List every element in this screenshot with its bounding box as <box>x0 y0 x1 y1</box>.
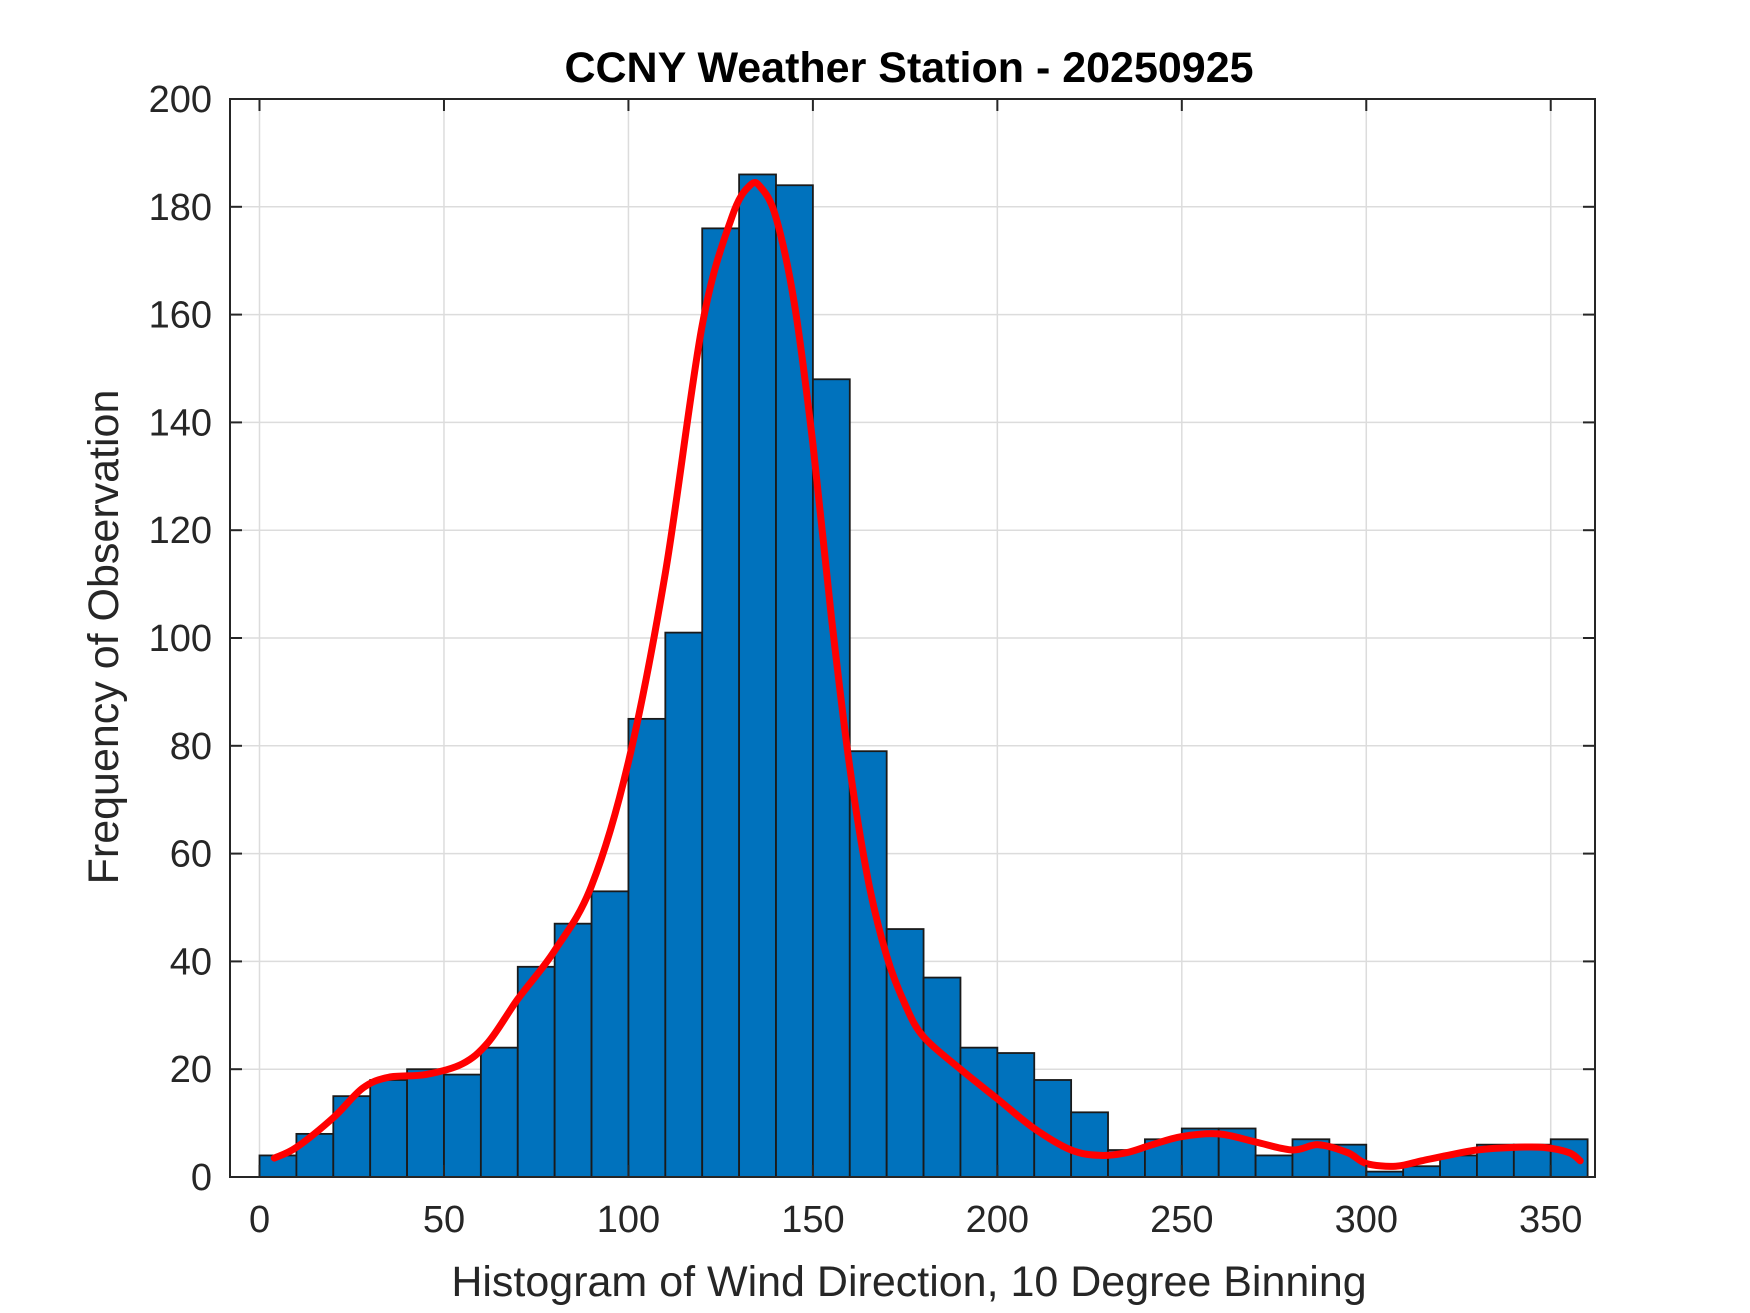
x-axis-label: Histogram of Wind Direction, 10 Degree B… <box>451 1258 1366 1306</box>
histogram-bar <box>553 922 593 1178</box>
y-axis-label: Frequency of Observation <box>80 390 128 885</box>
histogram-bar <box>1254 1154 1294 1178</box>
histogram-bar <box>701 227 741 1178</box>
y-tick-label: 20 <box>170 1049 212 1091</box>
x-tick-label: 150 <box>781 1199 844 1241</box>
x-tick-label: 200 <box>966 1199 1029 1241</box>
fit-curve <box>270 179 1584 1170</box>
histogram-bar <box>922 976 962 1178</box>
y-tick-label: 200 <box>149 79 212 121</box>
histogram-bar <box>1070 1111 1109 1178</box>
y-tick-labels: 0 20 40 60 80 100 120 140 160 180 200 <box>149 79 212 1199</box>
y-tick-label: 60 <box>170 834 212 876</box>
chart-title: CCNY Weather Station - 20250925 <box>564 44 1253 92</box>
x-tick-label: 350 <box>1519 1199 1582 1241</box>
histogram-bar <box>443 1073 482 1178</box>
histogram-bar <box>1402 1165 1441 1178</box>
x-tick-label: 300 <box>1335 1199 1398 1241</box>
y-tick-label: 140 <box>149 402 212 444</box>
y-tick-label: 120 <box>149 510 212 552</box>
histogram-bar <box>664 631 704 1178</box>
x-tick-label: 0 <box>249 1199 270 1241</box>
histogram-bar <box>369 1079 408 1178</box>
histogram-bar <box>479 1046 519 1178</box>
y-tick-label: 40 <box>170 941 212 983</box>
fit-curve-layer <box>270 179 1584 1170</box>
histogram-bar <box>959 1046 999 1178</box>
histogram-bar <box>590 890 630 1178</box>
x-tick-labels: 0 50 100 150 200 250 300 350 <box>249 1199 1582 1241</box>
histogram-bar <box>848 750 888 1178</box>
histogram-bar <box>516 965 556 1178</box>
y-tick-label: 100 <box>149 618 212 660</box>
tick-marks <box>230 98 1595 1178</box>
histogram-bar <box>406 1068 445 1178</box>
y-tick-label: 180 <box>149 187 212 229</box>
histogram-bar <box>627 717 667 1178</box>
y-tick-label: 0 <box>191 1157 212 1199</box>
y-tick-label: 160 <box>149 295 212 337</box>
grid <box>230 98 1595 1178</box>
y-tick-label: 80 <box>170 726 212 768</box>
histogram-bar <box>738 173 777 1178</box>
histogram-bars <box>258 173 1589 1178</box>
x-tick-label: 250 <box>1150 1199 1213 1241</box>
x-tick-label: 50 <box>423 1199 465 1241</box>
histogram-bar <box>775 184 814 1178</box>
x-tick-label: 100 <box>597 1199 660 1241</box>
